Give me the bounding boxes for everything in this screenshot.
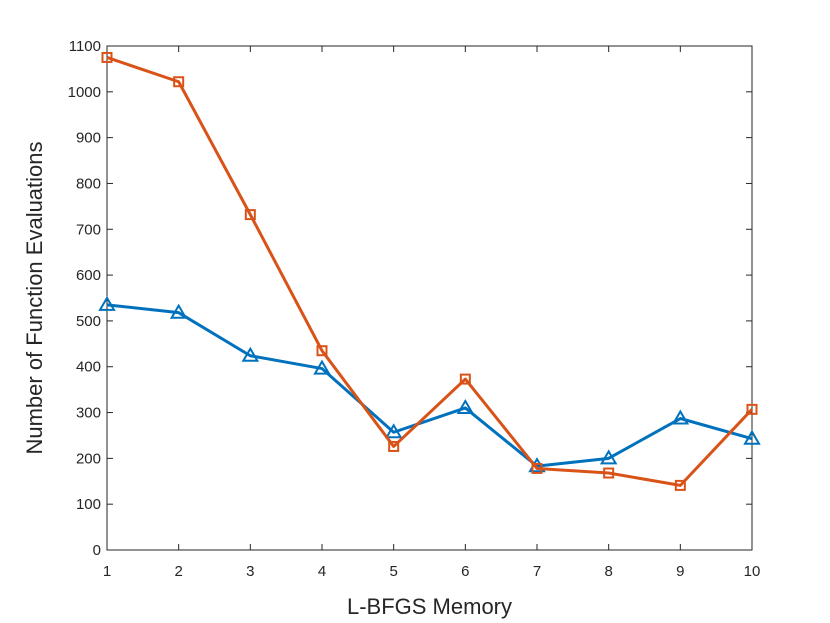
y-axis-ticks: 0 100 200 300 400 500 600 700 800 900 1000 1100 xyxy=(68,38,752,559)
data-point-square xyxy=(244,209,256,221)
data-point-triangle xyxy=(671,409,690,425)
plot-area xyxy=(106,45,753,551)
y-tick-label: 1100 xyxy=(69,38,101,55)
y-axis-label: Number of Function Evaluations xyxy=(22,141,47,454)
data-point-square xyxy=(746,403,758,415)
data-point-triangle xyxy=(743,429,761,445)
series-line xyxy=(106,303,753,468)
y-tick-label: 900 xyxy=(76,130,101,147)
y-tick-label: 0 xyxy=(93,542,101,559)
data-point-triangle xyxy=(456,398,475,415)
y-tick-label: 700 xyxy=(76,221,101,238)
data-point-square xyxy=(101,51,113,63)
data-point-square xyxy=(674,479,686,491)
data-point-square xyxy=(173,76,185,88)
x-axis-ticks: 1 2 3 4 5 6 7 8 9 10 xyxy=(103,46,761,580)
y-tick-label: 500 xyxy=(76,313,101,330)
data-point-triangle xyxy=(599,449,618,465)
data-point-triangle xyxy=(313,359,331,375)
data-point-square xyxy=(388,440,400,452)
data-point-triangle xyxy=(169,303,188,319)
y-tick-label: 100 xyxy=(76,496,101,513)
x-tick-label: 4 xyxy=(318,563,326,580)
x-axis-label: L-BFGS Memory xyxy=(347,594,512,619)
y-tick-label: 400 xyxy=(76,359,101,376)
series-line xyxy=(106,56,754,487)
y-tick-label: 300 xyxy=(76,405,101,422)
data-point-triangle xyxy=(98,295,116,311)
y-tick-label: 600 xyxy=(76,267,101,284)
x-tick-label: 7 xyxy=(533,563,541,580)
x-tick-label: 10 xyxy=(744,563,761,580)
x-tick-label: 5 xyxy=(389,563,397,580)
data-point-square xyxy=(603,467,615,479)
data-point-triangle xyxy=(241,346,260,362)
x-tick-label: 8 xyxy=(604,563,612,580)
x-tick-label: 9 xyxy=(676,563,684,580)
x-tick-label: 2 xyxy=(174,563,182,580)
x-tick-label: 6 xyxy=(461,563,469,580)
y-tick-label: 800 xyxy=(76,175,101,192)
series-2 xyxy=(101,51,758,491)
data-point-square xyxy=(459,373,471,385)
series-layer xyxy=(98,51,761,491)
data-point-triangle xyxy=(384,423,403,439)
x-tick-label: 1 xyxy=(103,563,111,580)
x-tick-label: 3 xyxy=(246,563,254,580)
data-point-square xyxy=(316,345,328,357)
y-tick-label: 200 xyxy=(76,450,101,467)
data-point-square xyxy=(531,462,543,474)
y-tick-label: 1000 xyxy=(68,84,101,101)
